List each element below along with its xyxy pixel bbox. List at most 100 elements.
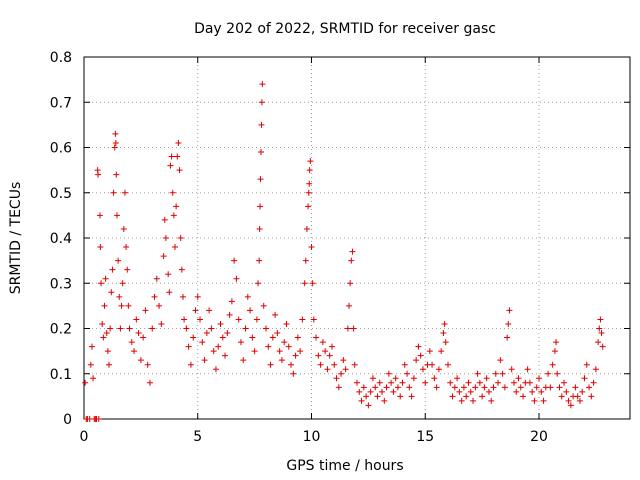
data-point [431, 375, 438, 382]
data-point [397, 393, 404, 400]
data-point [369, 375, 376, 382]
data-point [168, 153, 175, 160]
data-point [170, 212, 177, 219]
data-point [485, 388, 492, 395]
data-point [335, 384, 342, 391]
data-point [515, 375, 522, 382]
data-point [297, 348, 304, 355]
data-point [98, 280, 105, 287]
data-point [137, 357, 144, 364]
data-point [404, 370, 411, 377]
data-point [116, 293, 123, 300]
data-point [294, 334, 301, 341]
data-point [269, 334, 276, 341]
chart-title: Day 202 of 2022, SRMTID for receiver gas… [194, 21, 496, 37]
data-point [292, 352, 299, 359]
data-point [344, 325, 351, 332]
data-point [160, 253, 167, 260]
data-point [513, 388, 520, 395]
data-point [520, 393, 527, 400]
data-point [492, 370, 499, 377]
data-point [178, 266, 185, 273]
data-point [165, 271, 172, 278]
data-point [467, 388, 474, 395]
data-point [445, 361, 451, 368]
data-point [385, 370, 392, 377]
data-point [185, 343, 192, 350]
data-point [301, 280, 308, 287]
data-point [88, 343, 95, 350]
data-point [190, 334, 197, 341]
data-point [175, 139, 182, 146]
data-point [419, 366, 426, 373]
data-point [224, 330, 231, 337]
data-point [133, 316, 140, 323]
data-point [479, 393, 486, 400]
data-point [244, 293, 251, 300]
data-point [272, 311, 279, 318]
data-point [240, 357, 247, 364]
data-point [257, 149, 264, 156]
data-point [538, 388, 545, 395]
data-point [151, 293, 158, 300]
y-tick-label: 0.8 [50, 50, 72, 66]
data-point [110, 189, 117, 196]
data-point [561, 379, 568, 386]
data-point [574, 393, 581, 400]
x-tick-label: 0 [80, 429, 89, 445]
data-point [113, 212, 120, 219]
data-point [470, 397, 477, 404]
data-point [374, 393, 381, 400]
data-point [256, 257, 263, 264]
data-point [306, 180, 313, 187]
data-point [251, 348, 258, 355]
data-point [358, 397, 365, 404]
data-point [426, 348, 433, 355]
data-point [442, 339, 449, 346]
data-point [228, 298, 235, 305]
data-point [106, 361, 113, 368]
y-tick-label: 0.5 [50, 186, 72, 202]
data-point [265, 343, 272, 350]
data-point [328, 343, 335, 350]
data-point [176, 167, 183, 174]
data-point [524, 366, 531, 373]
data-point [258, 99, 265, 106]
tick-layer: 0 0.1 0.2 0.3 0.4 0.5 0.6 0.7 0.8 0 5 10 15 20 [50, 50, 630, 445]
data-point [307, 158, 314, 165]
data-point [456, 388, 463, 395]
data-point [556, 384, 563, 391]
data-point [104, 348, 111, 355]
data-point [465, 379, 472, 386]
data-point [388, 379, 395, 386]
data-point [153, 275, 160, 282]
data-point [119, 280, 126, 287]
data-point [117, 325, 124, 332]
data-point [440, 330, 447, 337]
x-tick-label: 15 [416, 429, 434, 445]
data-point [401, 361, 408, 368]
grid-layer [84, 57, 630, 419]
data-point [598, 330, 605, 337]
data-point [149, 325, 156, 332]
data-point [253, 316, 260, 323]
data-point [113, 171, 120, 178]
data-point [103, 330, 110, 337]
data-point [394, 384, 401, 391]
data-point [367, 388, 374, 395]
data-point [219, 334, 226, 341]
data-point [508, 366, 515, 373]
data-point [308, 244, 315, 251]
data-point [249, 334, 256, 341]
y-tick-label: 0.7 [50, 95, 72, 111]
data-point [283, 320, 290, 327]
data-point [237, 339, 244, 346]
data-point [102, 275, 109, 282]
data-point [495, 379, 502, 386]
data-point [299, 316, 306, 323]
data-point [406, 384, 413, 391]
data-point [118, 302, 125, 309]
data-point [260, 302, 267, 309]
data-point [217, 320, 224, 327]
